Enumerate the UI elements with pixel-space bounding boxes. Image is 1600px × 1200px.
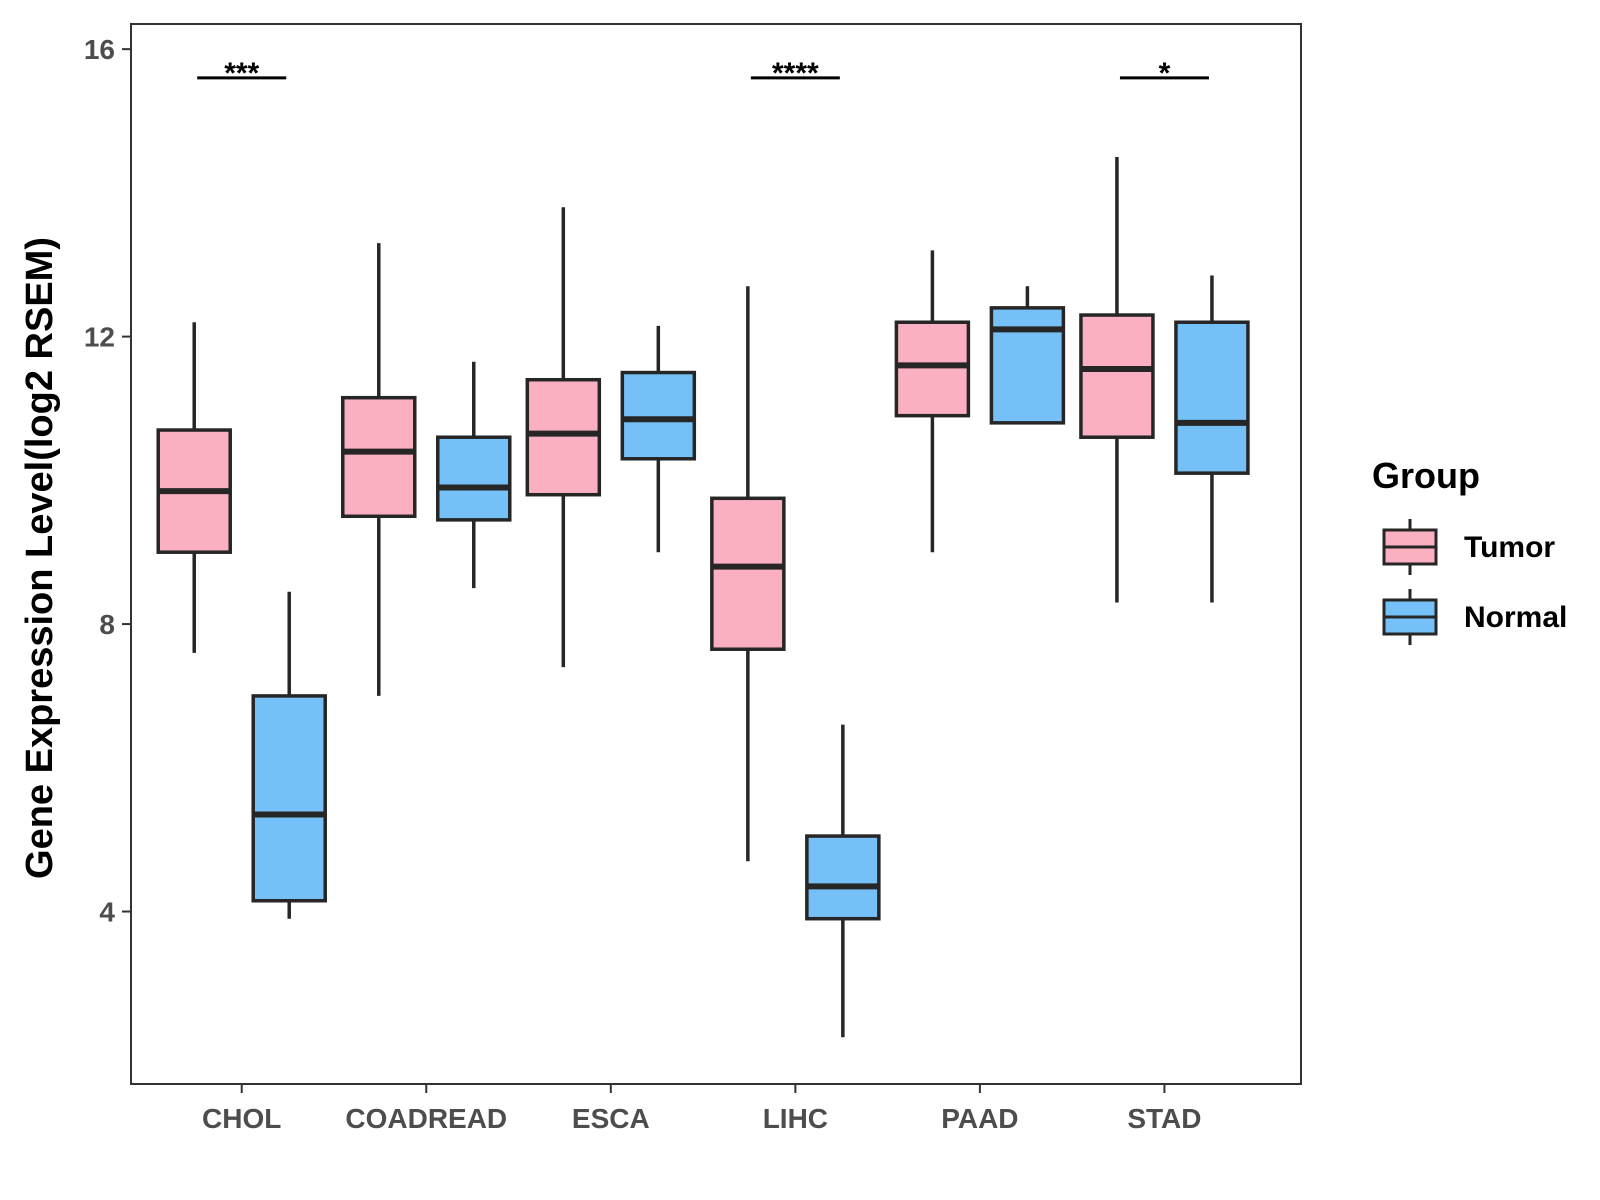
box-normal-chol	[251, 591, 327, 919]
y-tick-label: 16	[84, 34, 115, 65]
significance-label: ****	[772, 57, 819, 90]
box-body	[525, 377, 602, 497]
legend-label: Tumor	[1464, 531, 1555, 564]
legend-title: Group	[1372, 455, 1480, 496]
y-tick-label: 4	[99, 897, 115, 928]
y-axis: 4 8 12 16	[84, 34, 131, 928]
box-body	[436, 435, 512, 522]
significance-layer: *** **** *	[197, 57, 1209, 90]
y-tick-label: 8	[99, 609, 115, 640]
legend: Group Tumor Normal	[1372, 455, 1567, 645]
box-normal-lihc	[805, 724, 881, 1038]
x-tick-label: STAD	[1127, 1103, 1201, 1134]
box-tumor-stad	[1079, 156, 1155, 603]
box-body	[989, 306, 1066, 425]
box-tumor-esca	[525, 207, 602, 668]
significance-label: *	[1159, 57, 1171, 90]
legend-item-normal: Normal	[1382, 589, 1567, 645]
box-body	[894, 320, 971, 418]
box-body	[1174, 320, 1250, 475]
y-tick-label: 12	[84, 322, 115, 353]
x-tick-label: PAAD	[941, 1103, 1018, 1134]
box-body	[341, 395, 417, 519]
significance-label: ***	[224, 57, 259, 90]
x-tick-label: LIHC	[763, 1103, 828, 1134]
box-body	[1079, 313, 1155, 439]
box-body	[620, 370, 697, 461]
x-tick-label: CHOL	[202, 1103, 281, 1134]
panel-border	[130, 23, 1302, 1085]
box-body	[251, 694, 327, 903]
box-normal-esca	[620, 325, 697, 553]
box-tumor-coadread	[341, 243, 417, 696]
box-body	[805, 834, 881, 921]
y-axis-title: Gene Expression Level(log2 RSEM)	[19, 237, 61, 879]
box-tumor-lihc	[710, 286, 786, 862]
box-tumor-paad	[894, 250, 971, 553]
box-normal-paad	[989, 286, 1066, 425]
x-tick-label: ESCA	[572, 1103, 650, 1134]
box-normal-stad	[1174, 275, 1250, 603]
x-tick-label: COADREAD	[345, 1103, 507, 1134]
box-tumor-chol	[156, 322, 232, 653]
legend-label: Normal	[1464, 601, 1567, 634]
boxes-layer	[156, 156, 1250, 1038]
box-normal-coadread	[436, 361, 512, 589]
x-axis: CHOL COADREAD ESCA LIHC PAAD STAD	[202, 1084, 1202, 1134]
box-body	[710, 496, 786, 651]
legend-item-tumor: Tumor	[1382, 519, 1555, 575]
